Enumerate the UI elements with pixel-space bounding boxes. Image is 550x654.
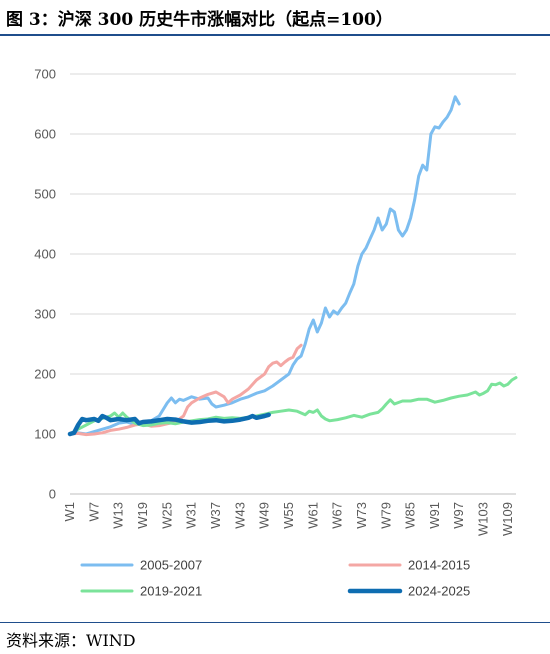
x-tick-label: W73 — [354, 502, 369, 529]
y-tick-label: 300 — [34, 307, 56, 322]
x-tick-label: W1 — [62, 502, 77, 522]
y-tick-label: 100 — [34, 427, 56, 442]
legend: 2005-2007 2014-2015 2019-2021 2024-2025 — [80, 558, 470, 599]
series-line-2014-2015 — [68, 343, 303, 437]
x-tick-label: W85 — [403, 502, 418, 529]
x-tick-label: W97 — [451, 502, 466, 529]
legend-label: 2024-2025 — [408, 584, 470, 599]
x-tick-label: W109 — [500, 502, 515, 536]
y-tick-label: 600 — [34, 127, 56, 142]
title-rule — [0, 34, 550, 36]
series-line-2019-2021 — [68, 376, 518, 436]
legend-label: 2014-2015 — [408, 558, 470, 573]
x-tick-label: W19 — [135, 502, 150, 529]
legend-label: 2005-2007 — [140, 558, 202, 573]
x-tick-label: W25 — [159, 502, 174, 529]
source-note: 资料来源：WIND — [6, 631, 136, 650]
series-line-2024-2025 — [67, 412, 271, 437]
series-line-2005-2007 — [68, 95, 461, 436]
x-tick-label: W91 — [427, 502, 442, 529]
footer-rule — [0, 622, 550, 623]
x-axis-ticks: W1 W7 W13 W19 W25 W31 W37 W43 W49 W55 W61 W67 W73 W79… — [62, 502, 515, 536]
y-tick-label: 700 — [34, 67, 56, 82]
x-tick-label: W103 — [476, 502, 491, 536]
x-tick-label: W31 — [184, 502, 199, 529]
x-tick-label: W7 — [86, 502, 101, 522]
x-tick-label: W79 — [378, 502, 393, 529]
series-lines — [67, 95, 518, 437]
y-axis-ticks: 0 100 200 300 400 500 600 700 — [34, 67, 56, 502]
x-tick-label: W55 — [281, 502, 296, 529]
grid-lines — [70, 73, 516, 495]
figure-title: 图 3：沪深 300 历史牛市涨幅对比（起点=100） — [6, 10, 393, 30]
x-tick-label: W37 — [208, 502, 223, 529]
x-tick-label: W49 — [257, 502, 272, 529]
legend-label: 2019-2021 — [140, 584, 202, 599]
x-tick-label: W13 — [111, 502, 126, 529]
y-tick-label: 200 — [34, 367, 56, 382]
y-tick-label: 0 — [49, 487, 56, 502]
y-tick-label: 500 — [34, 187, 56, 202]
x-tick-label: W67 — [330, 502, 345, 529]
x-tick-label: W61 — [305, 502, 320, 529]
y-tick-label: 400 — [34, 247, 56, 262]
x-tick-label: W43 — [232, 502, 247, 529]
